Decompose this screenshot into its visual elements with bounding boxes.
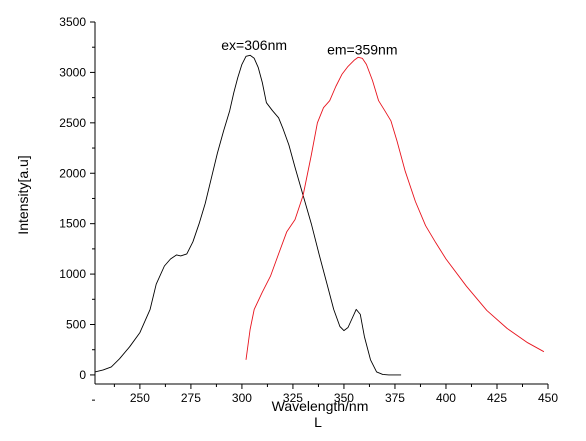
below-x-label: L [314,414,322,430]
x-tick-label: 275 [181,391,201,405]
x-tick-label: 375 [385,391,405,405]
x-tick-label: 425 [487,391,507,405]
x-tick-label: 325 [283,391,303,405]
excitation-annotation: ex=306nm [221,37,287,53]
x-ticks: 250 275 300 325 350 375 400 425 450 [113,384,558,405]
emission-annotation: em=359nm [327,41,397,57]
x-tick-label: 400 [436,391,456,405]
y-ticks: 0 500 1000 1500 2000 2500 3000 3500 [59,15,95,401]
x-tick-label: 350 [334,391,354,405]
emission-series-line [245,56,545,360]
x-axis-label: Wavelength/nm [272,398,369,414]
excitation-series-line [94,54,402,376]
x-tick-label: 300 [232,391,252,405]
y-tick-label: 1500 [59,217,86,231]
x-tick-label: 450 [538,391,558,405]
y-axis-label: Intensity[a.u] [15,155,31,234]
y-tick-label: 2000 [59,166,86,180]
y-tick-label: 3500 [59,15,86,29]
y-tick-label: 2500 [59,116,86,130]
series-layer [94,54,545,376]
y-tick-label: 3000 [59,65,86,79]
y-tick-label: 1000 [59,267,86,281]
y-tick-label: 500 [66,318,86,332]
y-tick-label: 0 [79,368,86,382]
x-tick-label: 250 [130,391,150,405]
annotations: ex=306nm em=359nm [221,37,397,57]
plot-area [94,22,548,385]
